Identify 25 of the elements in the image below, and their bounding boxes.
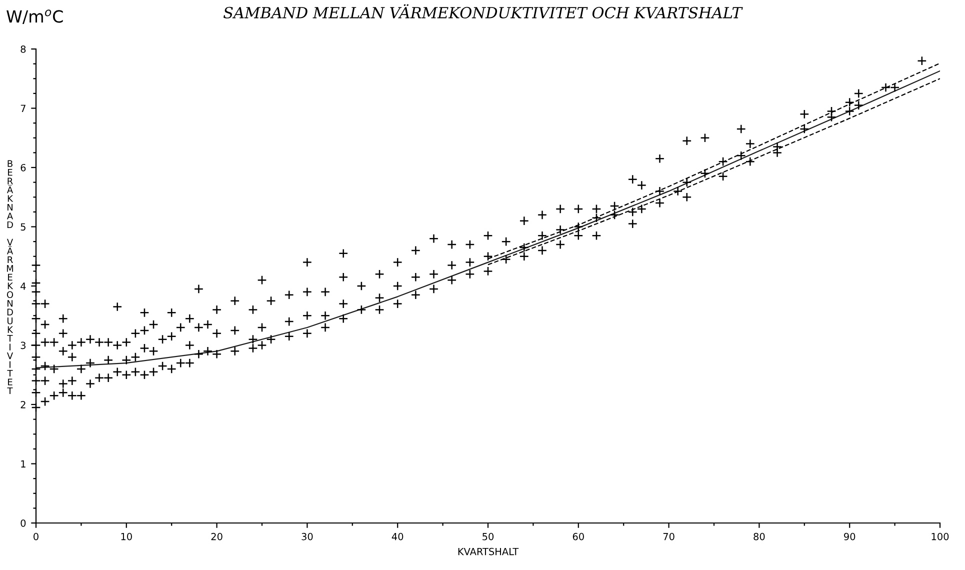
y-tick-label: 8 bbox=[20, 45, 26, 53]
text: W/m$^{o}$C bbox=[6, 10, 63, 24]
y-tick-label: 4 bbox=[20, 282, 26, 290]
line-series bbox=[36, 70, 940, 368]
x-tick-label: 60 bbox=[572, 532, 584, 540]
x-tick-label: 40 bbox=[392, 532, 404, 540]
x-tick-label: 30 bbox=[302, 532, 313, 540]
y-tick-label: 1 bbox=[21, 460, 26, 468]
y-tick-label: 7 bbox=[20, 104, 26, 112]
x-tick-label: 20 bbox=[211, 532, 222, 540]
chart-title: SAMBAND MELLAN VÄRMEKONDUKTIVITET OCH KVARTSHALT bbox=[224, 4, 743, 18]
x-axis-title: KVARTSHALT bbox=[458, 548, 519, 556]
x-tick-label: 80 bbox=[754, 532, 765, 540]
x-tick-label: 10 bbox=[121, 532, 132, 540]
x-tick-label: 50 bbox=[482, 532, 494, 540]
y-tick-label: 0 bbox=[20, 519, 26, 527]
y-tick-label: 6 bbox=[20, 164, 26, 172]
x-tick-label: 70 bbox=[663, 532, 674, 540]
x-tick-label: 0 bbox=[34, 532, 38, 540]
text: BERÄKNAD VÄRMEKONDUKTIVITET bbox=[6, 160, 14, 394]
y-tick-label: 2 bbox=[20, 400, 26, 408]
x-tick-label: 90 bbox=[844, 532, 856, 540]
x-tick-label: 100 bbox=[932, 532, 949, 540]
y-tick-label: 5 bbox=[20, 223, 26, 231]
y-tick-label: 3 bbox=[20, 342, 26, 350]
